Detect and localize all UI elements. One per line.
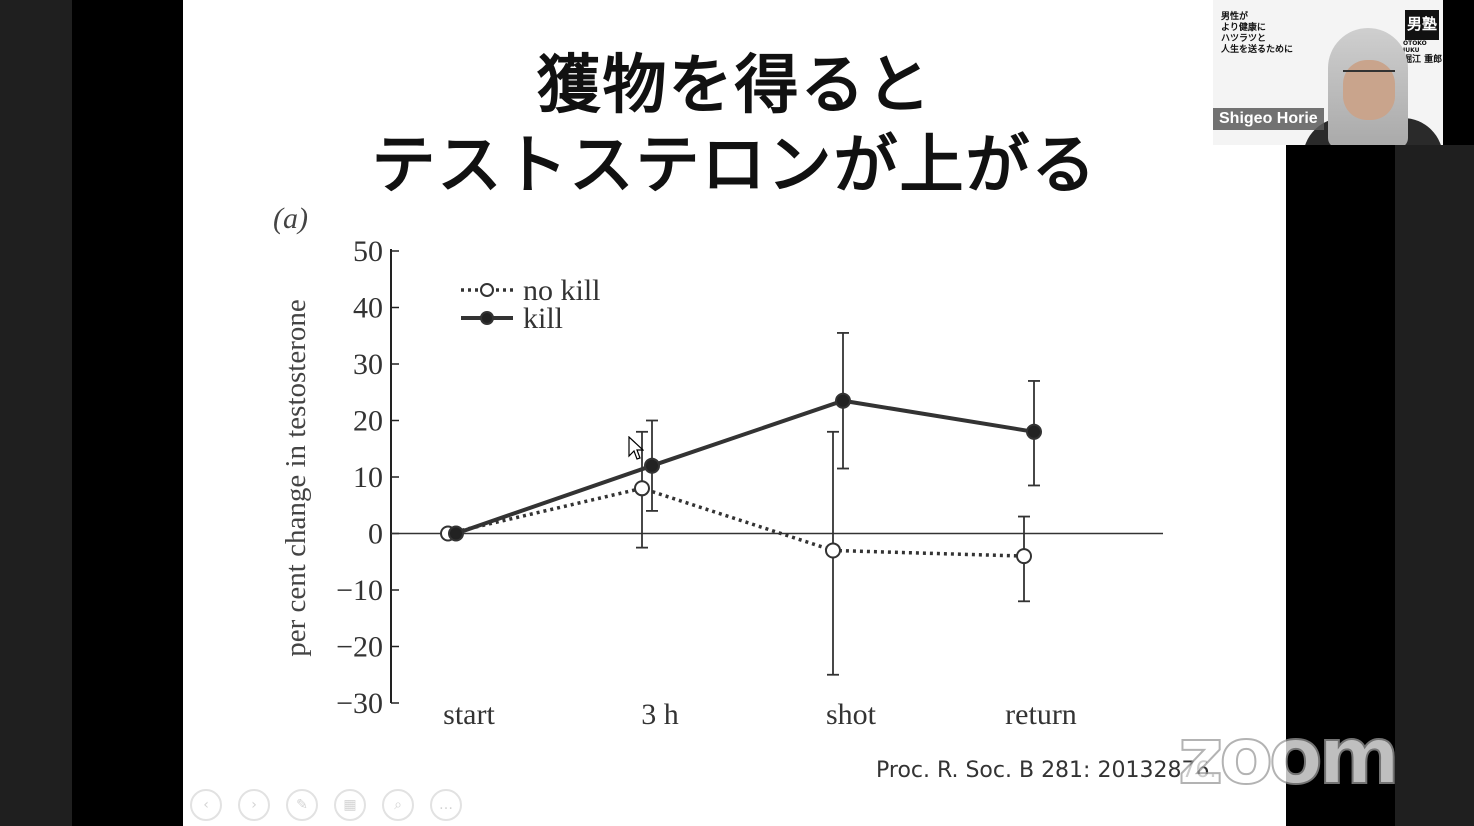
toolbar-zoom-view-button[interactable]: ⌕ (382, 789, 414, 821)
toolbar-next-button[interactable]: › (238, 789, 270, 821)
legend-no-kill-label: no kill (523, 274, 601, 307)
legend-kill-marker (480, 311, 494, 325)
presenter-name-jp: 堀江 重郎 (1403, 55, 1443, 65)
y-tick-label: 30 (353, 348, 383, 381)
y-tick-label: −10 (336, 574, 383, 607)
zoom-watermark: zoom (1177, 711, 1401, 803)
slide-title-line-2: テストステロンが上がる (371, 129, 1098, 203)
no-kill-data-point (1016, 548, 1032, 565)
no-kill-data-point (634, 480, 650, 497)
toolbar-more-button[interactable]: … (430, 789, 462, 821)
toolbar-slides-button[interactable]: ▦ (334, 789, 366, 821)
legend-no-kill-marker (480, 283, 494, 297)
otoko-juku-logo: 男塾 (1405, 10, 1439, 40)
kill-data-point (644, 457, 660, 474)
slide-toolbar: ‹ › ✎ ▦ ⌕ … (190, 788, 462, 822)
x-tick-label: return (1005, 698, 1077, 731)
no-kill-data-point (825, 542, 841, 559)
toolbar-pen-button[interactable]: ✎ (286, 789, 318, 821)
no-kill-series-line (447, 486, 1025, 558)
mouse-cursor-icon (628, 436, 644, 460)
slide-title-line-1: 獲物を得ると (536, 49, 933, 123)
y-tick-label: 0 (368, 518, 383, 551)
panel-label: (a) (273, 202, 308, 235)
toolbar-prev-button[interactable]: ‹ (190, 789, 222, 821)
video-banner-text: 男性が より健康に ハツラツと 人生を送るために (1221, 12, 1294, 55)
slide-canvas (183, 0, 1286, 826)
legend-kill-label: kill (523, 302, 563, 335)
participant-name-tag: Shigeo Horie (1213, 108, 1324, 130)
x-tick-label: 3 h (641, 698, 679, 731)
x-tick-label: start (443, 698, 495, 731)
y-tick-label: 50 (353, 235, 383, 268)
x-tick-label: shot (826, 698, 877, 731)
y-tick-label: 40 (353, 292, 383, 325)
y-tick-label: −30 (336, 687, 383, 720)
y-tick-label: 10 (353, 461, 383, 494)
y-tick-label: −20 (336, 631, 383, 664)
right-black-band (1395, 145, 1474, 826)
testosterone-chart: 50 40 30 20 10 0 −10 −20 −30 start 3 h shot return pe… (273, 202, 1163, 731)
participant-video-tile[interactable]: 男性が より健康に ハツラツと 人生を送るために 男塾 OTOKO JUKU 堀… (1213, 0, 1443, 145)
y-axis-label: per cent change in testosterone (280, 299, 312, 657)
kill-data-point (1026, 423, 1042, 440)
presenter-face (1343, 60, 1395, 120)
kill-series-line (455, 398, 1035, 536)
left-black-band (0, 0, 72, 826)
otoko-juku-logo-sub: OTOKO JUKU (1403, 40, 1427, 54)
presenter-glasses (1343, 70, 1395, 82)
citation-text: Proc. R. Soc. B 281: 20132876. (876, 758, 1217, 783)
y-tick-label: 20 (353, 405, 383, 438)
kill-data-point (835, 392, 851, 409)
kill-data-point (448, 525, 464, 542)
